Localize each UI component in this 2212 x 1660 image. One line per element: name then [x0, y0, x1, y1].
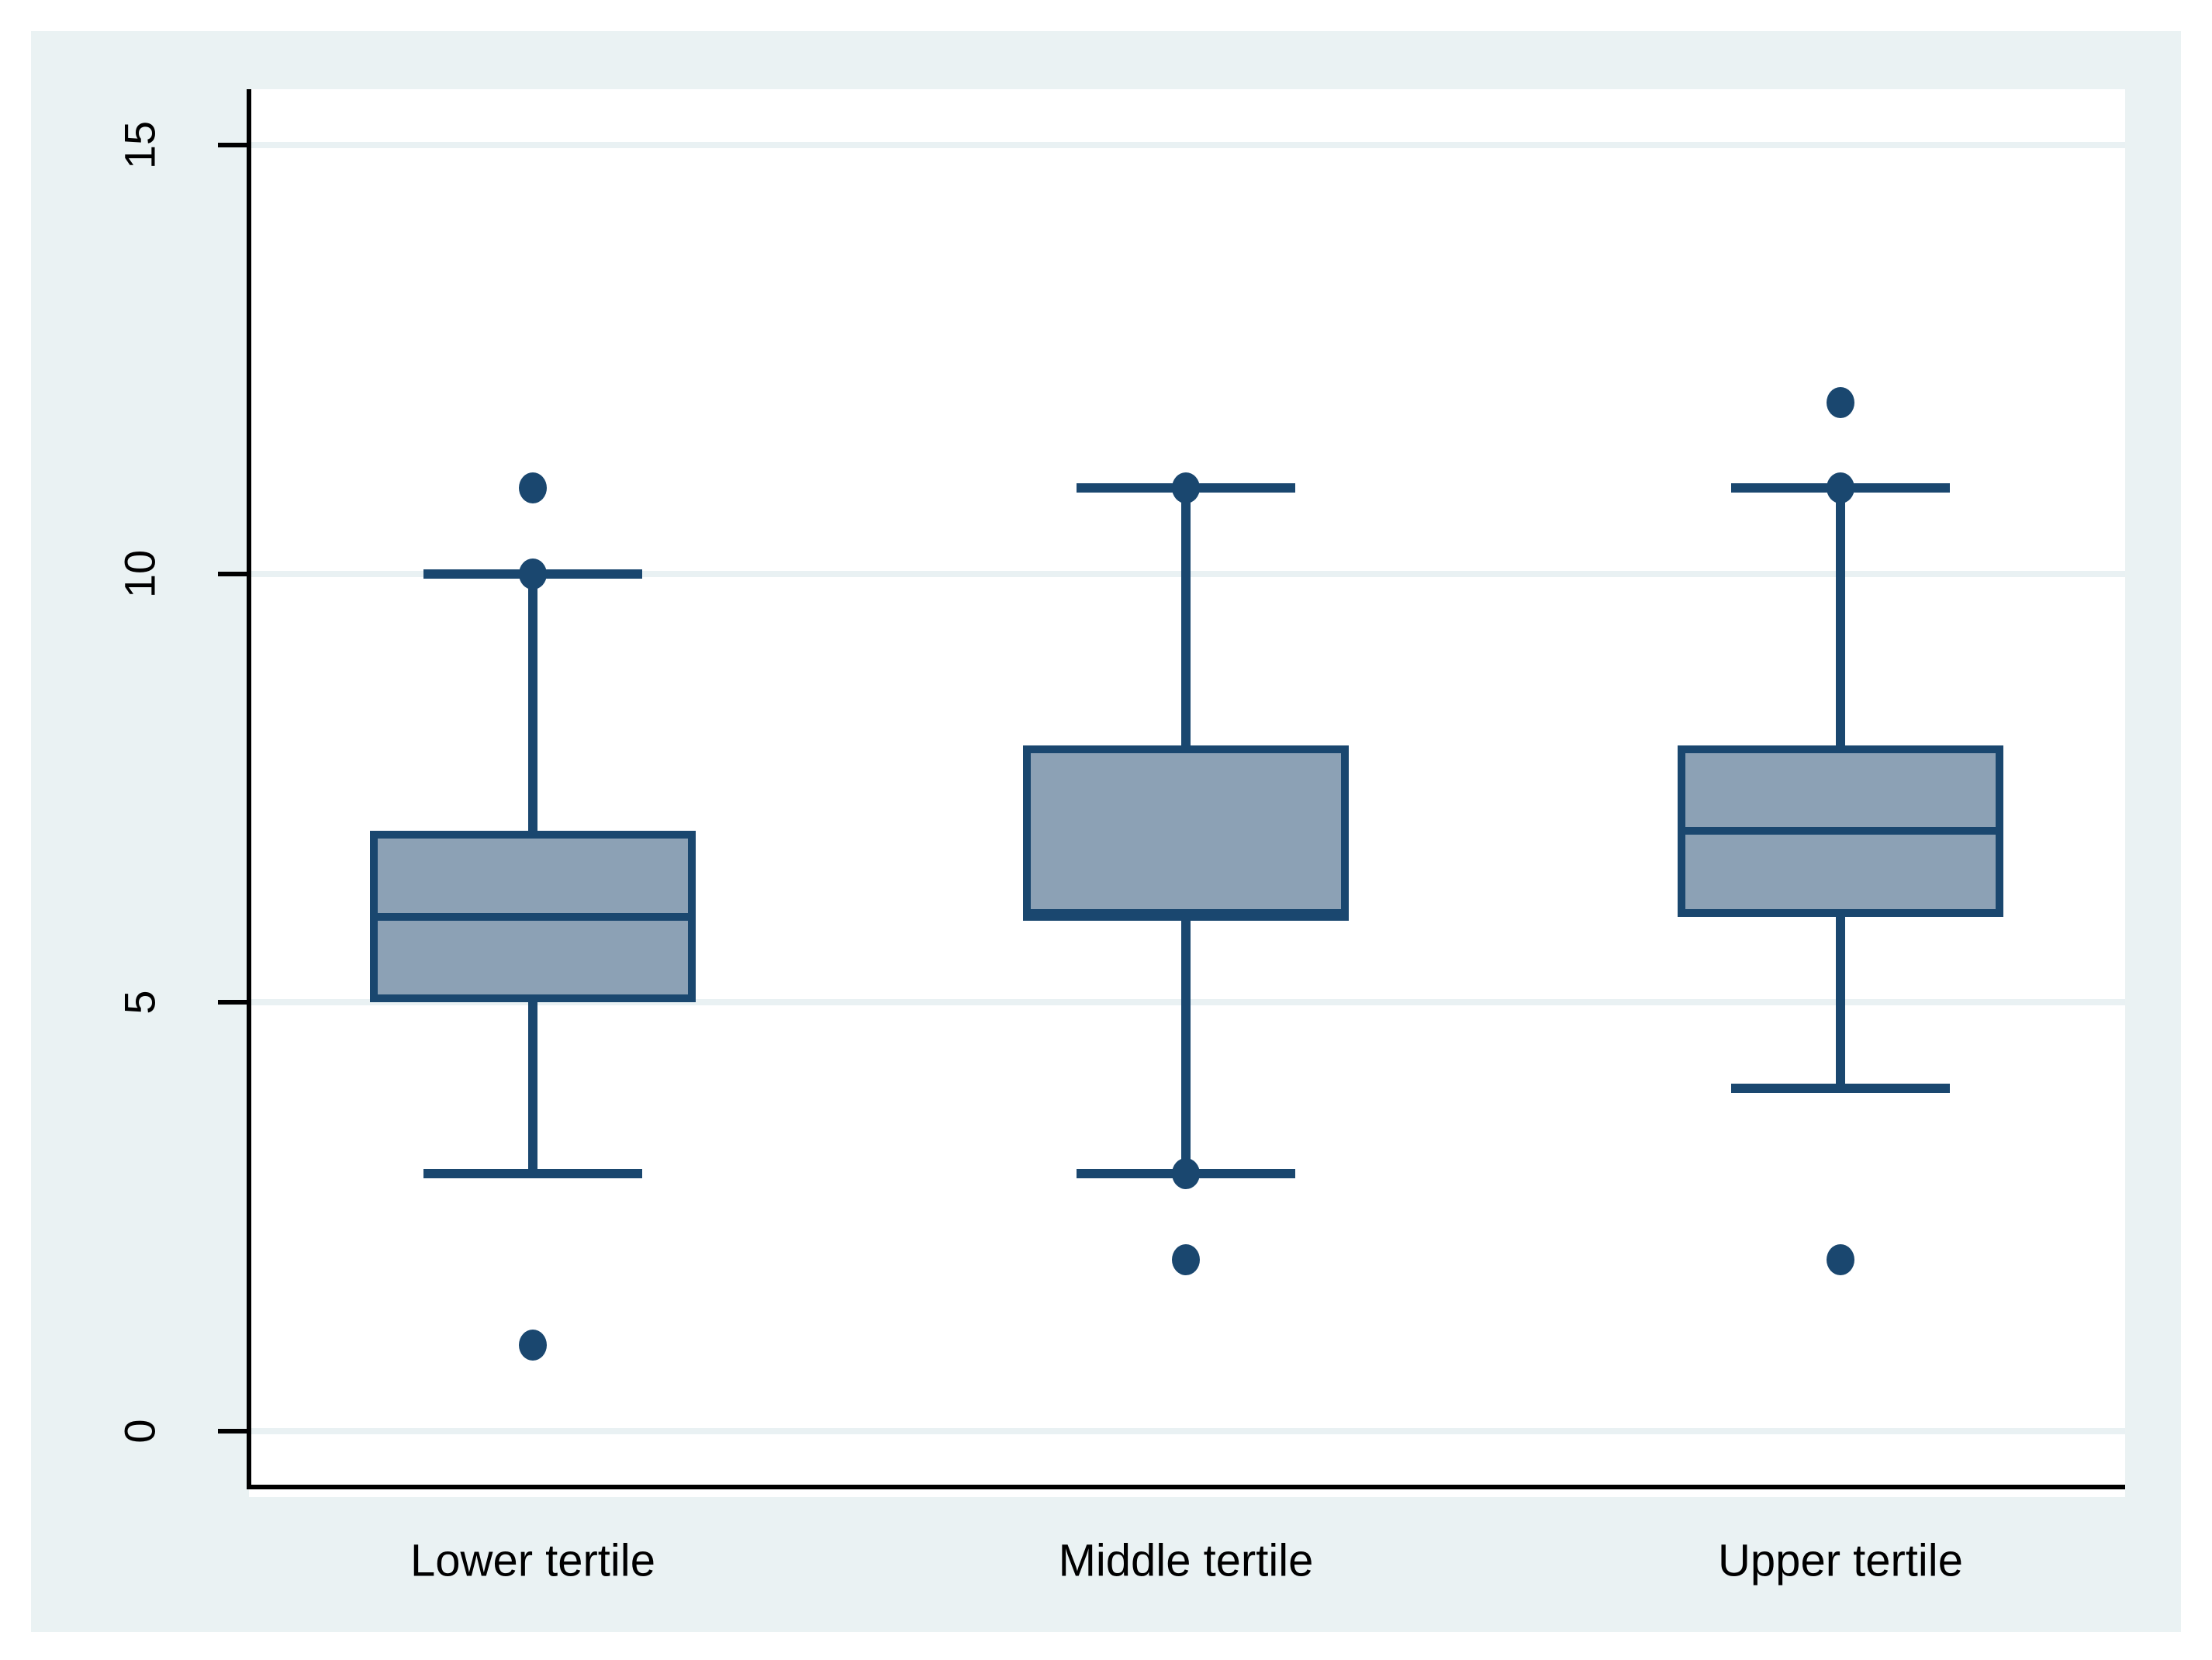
data-point-dot	[1827, 472, 1854, 504]
y-tick-label: 10	[115, 549, 164, 598]
lower-whisker-cap	[423, 1169, 642, 1179]
y-tick-mark	[218, 143, 249, 147]
lower-whisker-stem	[1836, 916, 1845, 1088]
iqr-box	[1023, 745, 1349, 917]
y-axis-line	[247, 89, 251, 1489]
median-line	[370, 912, 696, 921]
x-axis-category-label: Upper tertile	[1718, 1535, 1963, 1586]
lower-whisker-stem	[1181, 916, 1191, 1174]
lower-whisker-stem	[528, 1002, 537, 1174]
y-tick-mark	[218, 1000, 249, 1005]
y-tick-label: 15	[115, 120, 164, 170]
upper-whisker-stem	[1836, 488, 1845, 745]
data-point-dot	[1172, 1243, 1200, 1275]
lower-whisker-cap	[1731, 1083, 1950, 1093]
y-tick-mark	[218, 571, 249, 576]
y-gridline	[249, 1428, 2125, 1434]
y-tick-mark	[218, 1429, 249, 1433]
y-tick-label: 0	[115, 1419, 164, 1444]
upper-whisker-stem	[528, 573, 537, 832]
median-line	[1023, 912, 1349, 921]
y-gridline	[249, 142, 2125, 148]
data-point-dot	[1172, 1158, 1200, 1190]
y-tick-label: 5	[115, 990, 164, 1015]
x-axis-category-label: Middle tertile	[1058, 1535, 1314, 1586]
data-point-dot	[1172, 472, 1200, 504]
upper-whisker-stem	[1181, 488, 1191, 745]
x-axis-category-label: Lower tertile	[410, 1535, 655, 1586]
data-point-dot	[1827, 386, 1854, 418]
x-axis-line	[247, 1485, 2125, 1489]
median-line	[1678, 827, 2003, 835]
data-point-dot	[1827, 1243, 1854, 1275]
data-point-dot	[519, 558, 547, 590]
data-point-dot	[519, 1330, 547, 1361]
data-point-dot	[519, 472, 547, 504]
